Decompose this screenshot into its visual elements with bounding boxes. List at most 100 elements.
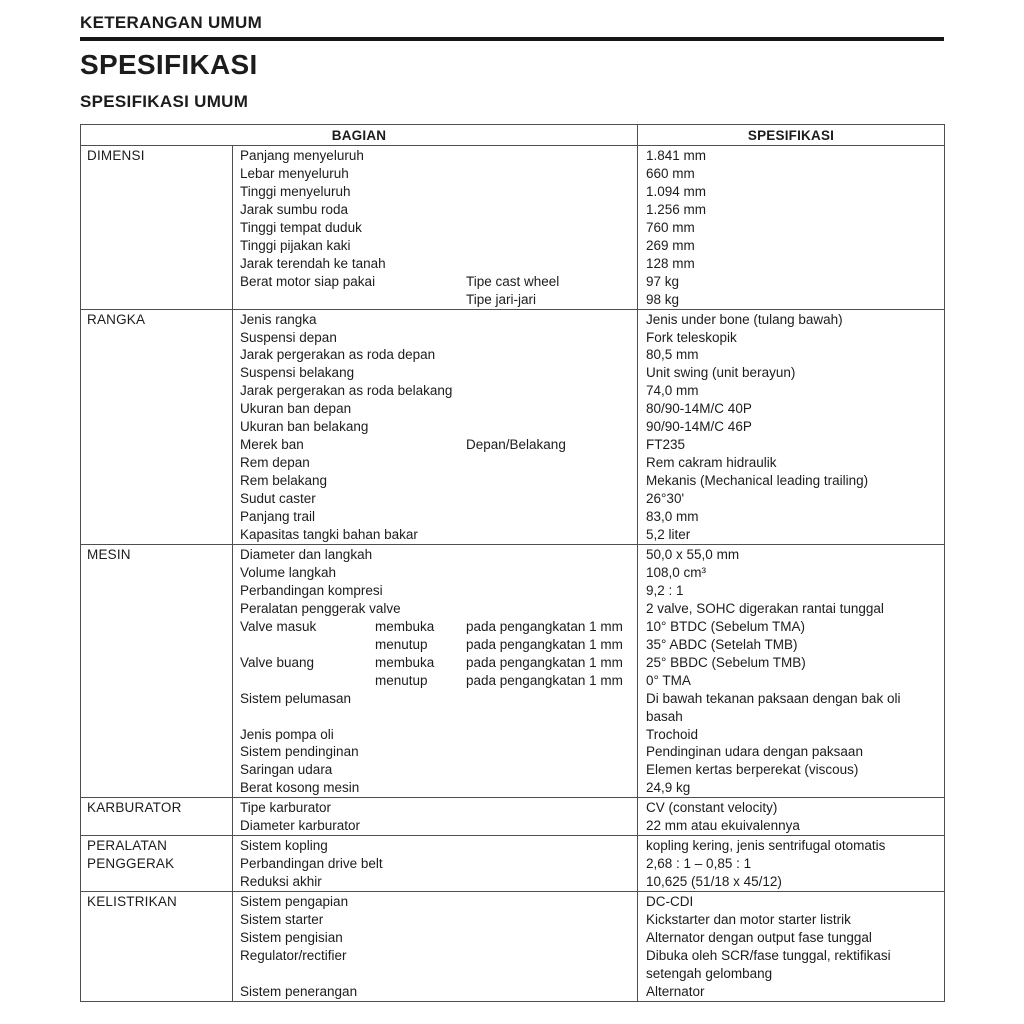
table-row: Panjang trail 83,0 mm (81, 508, 945, 527)
item-cell: Sistem pengapian (232, 891, 639, 912)
value-text: 0° TMA (646, 672, 691, 688)
table-row: menutup pada pengangkatan 1 mm 0° TMA (81, 671, 945, 690)
heading-rule (80, 37, 944, 41)
value-cell: 128 mm (638, 255, 945, 273)
value-text: Alternator (646, 983, 705, 999)
value-cell: 97 kg (638, 273, 945, 291)
item-label: Panjang menyeluruh (240, 148, 364, 163)
item-cell: Jenis rangka (232, 308, 639, 329)
value-text: FT235 (646, 437, 686, 453)
column-header-bagian: BAGIAN (80, 124, 639, 146)
item-cell: Tinggi pijakan kaki (232, 236, 639, 255)
value-text: 660 mm (646, 165, 695, 181)
table-row: Tinggi tempat duduk 760 mm (81, 218, 945, 237)
item-label: Sistem pengisian (240, 929, 343, 945)
spec-table-header: BAGIAN SPESIFIKASI (80, 124, 945, 146)
value-text: 1.841 mm (646, 148, 707, 163)
table-row: Jarak pergerakan as roda belakang 74,0 mm (81, 382, 945, 401)
spec-table: BAGIAN SPESIFIKASI DIMENSI Panjang menyel… (80, 124, 946, 1002)
value-cell: 90/90-14M/C 46P (638, 418, 945, 436)
item-cell: Merek ban Depan/Belakang (232, 436, 639, 455)
value-text: 80/90-14M/C 40P (646, 401, 752, 417)
value-cell: 83,0 mm (638, 508, 945, 526)
value-cell: Alternator dengan output fase tunggal (638, 929, 945, 947)
value-cell: 660 mm (638, 165, 945, 183)
item-label: Jenis rangka (240, 311, 317, 327)
item-cell: Sistem pendinginan (232, 743, 639, 762)
item-label: Valve masuk (240, 618, 317, 634)
value-cell: 269 mm (638, 237, 945, 255)
table-row: Perbandingan drive belt 2,68 : 1 – 0,85 :… (81, 855, 945, 874)
value-cell: kopling kering, jenis sentrifugal otomat… (637, 835, 945, 856)
item-label: Sistem penerangan (240, 983, 358, 999)
item-cell: Tinggi menyeluruh (232, 182, 639, 201)
item-label: Jarak sumbu roda (240, 201, 349, 217)
item-label: Panjang trail (240, 509, 316, 525)
value-text: Jenis under bone (tulang bawah) (646, 311, 843, 327)
item-label: Suspensi belakang (240, 365, 355, 381)
item-label: Lebar menyeluruh (240, 165, 349, 181)
value-text: 128 mm (646, 255, 695, 271)
value-text: 83,0 mm (646, 509, 699, 525)
item-label: Berat motor siap pakai (240, 273, 376, 289)
value-text: 1.256 mm (646, 201, 707, 217)
table-row: menutup pada pengangkatan 1 mm 35° ABDC (S… (81, 635, 945, 654)
item-label: Saringan udara (240, 762, 333, 778)
value-text: 90/90-14M/C 46P (646, 419, 752, 435)
value-cell: 2,68 : 1 – 0,85 : 1 (638, 855, 945, 873)
item-cell: Regulator/rectifier (232, 946, 639, 983)
section-label: KARBURATOR (80, 797, 233, 836)
item-sublabel-1: menutup (375, 672, 428, 688)
value-cell: 760 mm (638, 219, 945, 237)
item-label: Valve buang (240, 654, 315, 670)
value-text: 269 mm (646, 237, 695, 253)
subsection-heading: SPESIFIKASI UMUM (80, 92, 249, 111)
value-cell: 22 mm atau ekuivalennya (638, 817, 945, 835)
value-cell: 50,0 x 55,0 mm (637, 543, 945, 564)
item-label: Sudut caster (240, 491, 316, 507)
value-text: 108,0 cm³ (646, 564, 707, 580)
value-text: 97 kg (646, 273, 680, 289)
item-label: Sistem kopling (240, 838, 328, 854)
table-row: Jenis pompa oli Trochoid (81, 725, 945, 744)
table-row: PERALATAN PENGGERAK Sistem kopling kopling… (80, 835, 945, 892)
item-sublabel-2: pada pengangkatan 1 mm (466, 636, 623, 652)
value-cell: 10° BTDC (Sebelum TMA) (638, 618, 945, 636)
table-row: RANGKA Jenis rangka Jenis under bone (tula… (80, 308, 945, 545)
value-text: Elemen kertas berperekat (viscous) (646, 762, 859, 778)
item-cell: Sistem penerangan (232, 982, 639, 1002)
item-label: Tinggi menyeluruh (240, 183, 351, 199)
table-row: Valve buang membuka pada pengangkatan 1 mm… (81, 653, 945, 672)
item-cell: Jarak terendah ke tanah (232, 254, 639, 273)
value-cell: 35° ABDC (Setelah TMB) (638, 636, 945, 654)
table-row: Tinggi pijakan kaki 269 mm (81, 236, 945, 255)
value-text: Fork teleskopik (646, 329, 737, 345)
item-cell: Sistem starter (232, 911, 639, 929)
table-row: Rem depan Rem cakram hidraulik (81, 454, 945, 473)
value-text: CV (constant velocity) (646, 800, 778, 816)
value-cell: 0° TMA (638, 672, 945, 690)
item-label: Diameter dan langkah (240, 546, 373, 562)
table-row: Jarak pergerakan as roda depan 80,5 mm (81, 346, 945, 365)
value-cell: 1.841 mm (637, 144, 945, 165)
value-text: Rem cakram hidraulik (646, 455, 777, 471)
page-title: SPESIFIKASI (80, 49, 258, 80)
value-cell: 74,0 mm (638, 382, 945, 400)
item-cell: Suspensi depan (232, 328, 639, 347)
value-cell: 25° BBDC (Sebelum TMB) (638, 654, 945, 672)
table-row: Valve masuk membuka pada pengangkatan 1 mm… (81, 617, 945, 636)
item-cell: Tipe jari-jari (232, 290, 639, 310)
item-sublabel-1: membuka (375, 654, 435, 670)
table-row: Merek ban Depan/Belakang FT235 (81, 436, 945, 455)
item-label: Diameter karburator (240, 818, 361, 834)
item-label: Suspensi depan (240, 329, 337, 345)
table-row: Sistem pengisian Alternator dengan output… (81, 928, 945, 947)
table-row: Ukuran ban belakang 90/90-14M/C 46P (81, 418, 945, 437)
table-row: Tinggi menyeluruh 1.094 mm (81, 182, 945, 201)
value-cell: Mekanis (Mechanical leading trailing) (638, 472, 945, 490)
item-label: Tipe karburator (240, 800, 332, 816)
item-cell: Suspensi belakang (232, 364, 639, 383)
item-label: Jarak pergerakan as roda belakang (240, 383, 453, 399)
item-cell: Saringan udara (232, 761, 639, 780)
item-sublabel-1: membuka (375, 618, 435, 634)
